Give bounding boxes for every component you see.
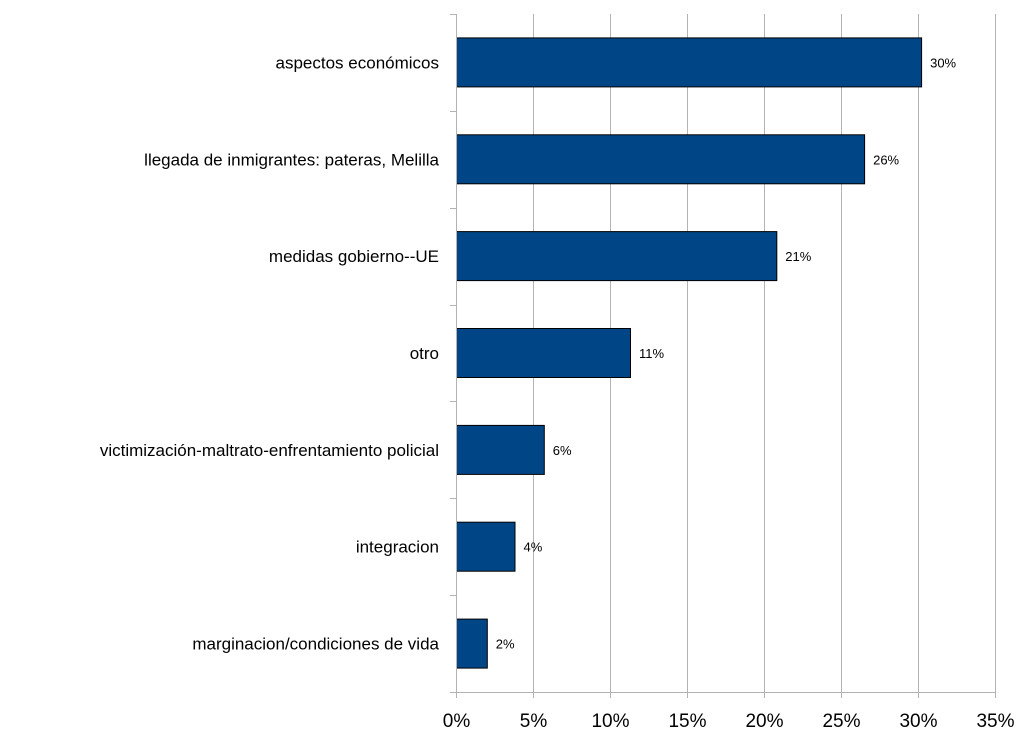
data-label: 6% xyxy=(553,443,572,458)
bar xyxy=(456,424,545,475)
x-tick-label: 35% xyxy=(976,711,1014,732)
category-label: victimización-maltrato-enfrentamiento po… xyxy=(100,441,439,460)
x-tick-label: 0% xyxy=(443,711,471,732)
labels: 0% 5% 10% 15% 20% 25% 30% 35% aspectos económico… xyxy=(100,53,1015,732)
x-tick-label: 5% xyxy=(520,711,548,732)
data-label: 21% xyxy=(785,249,811,264)
grid-lines xyxy=(533,14,996,692)
category-label: otro xyxy=(410,344,439,363)
data-label: 30% xyxy=(930,55,956,70)
bar xyxy=(456,37,923,88)
category-label: llegada de inmigrantes: pateras, Melilla xyxy=(144,150,439,169)
bar xyxy=(456,231,778,282)
x-tick-label: 15% xyxy=(668,711,706,732)
category-label: medidas gobierno--UE xyxy=(269,247,439,266)
data-label: 11% xyxy=(639,346,664,361)
category-label: aspectos económicos xyxy=(276,53,439,72)
bar xyxy=(456,521,516,572)
x-tick-label: 25% xyxy=(822,711,860,732)
bars xyxy=(456,37,923,669)
bar xyxy=(456,618,488,669)
bar xyxy=(456,134,866,185)
data-label: 26% xyxy=(873,152,899,167)
category-label: integracion xyxy=(356,538,439,557)
x-tick-label: 30% xyxy=(899,711,937,732)
data-label: 4% xyxy=(524,540,543,555)
x-tick-label: 20% xyxy=(745,711,783,732)
category-label: marginacion/condiciones de vida xyxy=(192,635,439,654)
axes xyxy=(450,14,996,698)
x-tick-label: 10% xyxy=(591,711,629,732)
bar xyxy=(456,328,631,378)
data-label: 2% xyxy=(496,637,515,652)
